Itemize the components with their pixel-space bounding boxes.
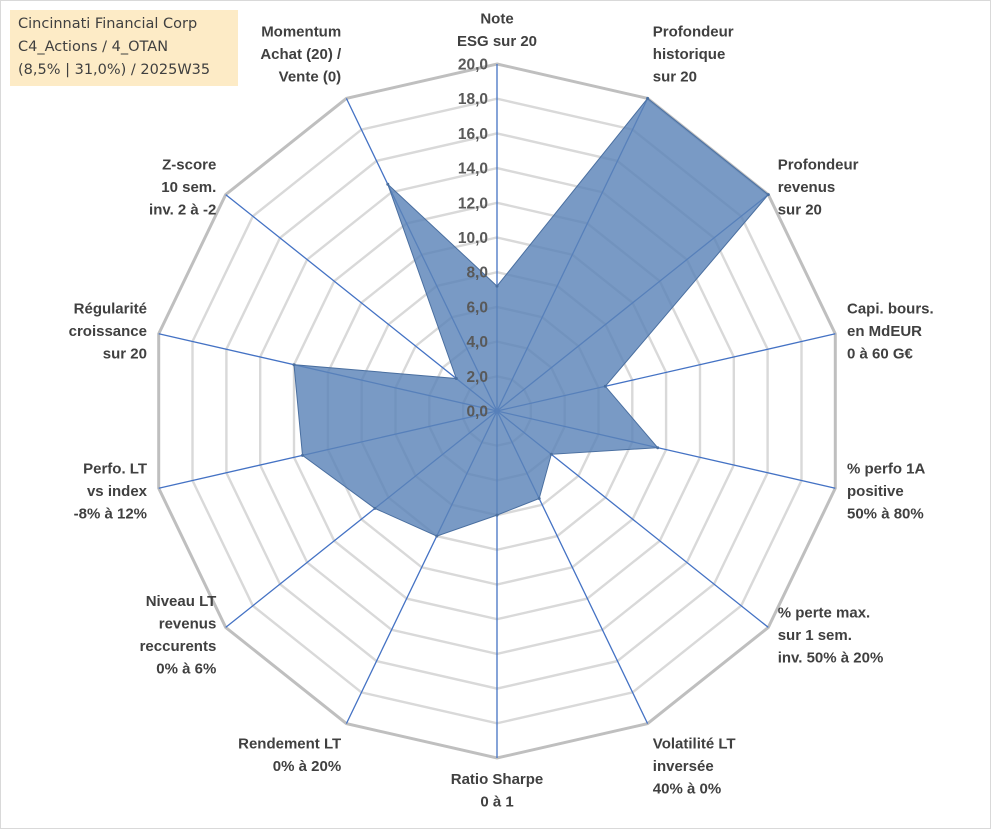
axis-label: Perfo. LT vs index -8% à 12% [74,460,148,522]
axis-label-line: Rendement LT [238,735,341,752]
series-point [435,534,439,538]
axis-label-line: Capi. bours. [847,301,934,318]
category-label: C4_Actions / 4_OTAN [18,39,169,55]
series-point [766,193,770,197]
series-point [549,452,553,456]
axis-label-line: revenus [159,616,217,633]
tick-label: 14,0 [458,161,488,178]
axis-label: Profondeur historique sur 20 [653,24,734,86]
axis-label-line: 0% à 6% [156,661,216,678]
series-point [495,284,499,288]
axis-label-line: sur 20 [653,69,697,86]
axis-label-line: Ratio Sharpe [451,771,544,788]
axis-label: Volatilité LT inversée 40% à 0% [653,735,736,797]
tick-label: 12,0 [458,195,488,212]
radar-axis-labels: Note ESG sur 20 Profondeur historique sur 20… [69,11,934,811]
tick-label: 2,0 [466,369,488,386]
axis-label-line: 40% à 0% [653,780,721,797]
axis-label-line: Profondeur [778,157,859,174]
performance-week-label: (8,5% | 31,0%) / 2025W35 [18,62,211,78]
axis-label: % perfo 1A positive 50% à 80% [847,460,926,522]
axis-label: Niveau LT revenus reccurents 0% à 6% [140,593,217,678]
series-point [373,506,377,510]
axis-label: % perte max. sur 1 sem. inv. 50% à 20% [778,604,884,666]
tick-label: 18,0 [458,91,488,108]
axis-label-line: Niveau LT [146,593,217,610]
series-point [386,182,390,186]
axis-label-line: Achat (20) / [260,46,342,63]
tick-label: 0,0 [466,404,488,421]
axis-label: Profondeur revenus sur 20 [778,157,859,219]
axis-label: Z-score 10 sem. inv. 2 à -2 [149,157,216,219]
axis-label-line: 0 à 1 [480,794,513,811]
axis-label-line: croissance [69,323,147,340]
axis-label: Rendement LT 0% à 20% [238,735,341,775]
axis-label-line: Régularité [74,301,147,318]
axis-label: Ratio Sharpe 0 à 1 [451,771,544,811]
axis-label-line: sur 1 sem. [778,627,852,644]
series-point [603,384,607,388]
axis-label-line: inversée [653,758,714,775]
axis-label-line: 0 à 60 G€ [847,346,914,363]
series-point [301,453,304,457]
axis-label-line: Volatilité LT [653,735,736,752]
axis-label-line: sur 20 [103,346,147,363]
tick-label: 16,0 [458,126,488,143]
series-point [537,497,541,500]
axis-label-line: sur 20 [778,202,822,219]
axis-label-line: inv. 50% à 20% [778,649,884,666]
tick-label: 6,0 [466,299,488,316]
series-point [656,446,660,450]
tick-label: 8,0 [466,265,488,282]
axis-label-line: Momentum [261,24,341,41]
axis-label-line: % perfo 1A [847,460,926,477]
stock-info-box: Cincinnati Financial Corp C4_Actions / 4… [10,10,238,86]
series-area [293,97,770,537]
axis-label-line: -8% à 12% [74,505,147,522]
axis-label: Note ESG sur 20 [457,11,537,51]
tick-label: 4,0 [466,334,488,351]
axis-label-line: inv. 2 à -2 [149,202,216,219]
axis-label-line: positive [847,483,904,500]
axis-label-line: 50% à 80% [847,505,924,522]
tick-label: 10,0 [458,230,488,247]
axis-label-line: ESG sur 20 [457,33,537,50]
axis-label-line: historique [653,46,726,63]
axis-label-line: revenus [778,179,836,196]
axis-label-line: % perte max. [778,604,871,621]
tick-label: 20,0 [458,57,488,74]
axis-label-line: Profondeur [653,24,734,41]
axis-label-line: 10 sem. [161,179,216,196]
axis-label-line: Perfo. LT [83,460,147,477]
axis-label: Régularité croissance sur 20 [69,301,147,363]
axis-spoke [225,194,498,412]
series-point [646,96,650,100]
company-name: Cincinnati Financial Corp [18,16,198,32]
axis-label-line: 0% à 20% [273,758,341,775]
axis-label: Capi. bours. en MdEUR 0 à 60 G€ [847,301,934,363]
series-point [292,363,296,367]
axis-label: Momentum Achat (20) / Vente (0) [260,24,342,86]
axis-label-line: reccurents [140,638,217,655]
axis-label-line: en MdEUR [847,323,922,340]
axis-label-line: Z-score [162,157,216,174]
axis-label-line: Note [480,11,513,28]
axis-label-line: vs index [87,483,148,500]
series-point [454,377,458,380]
radar-series [292,96,770,538]
series-point [495,513,499,517]
axis-label-line: Vente (0) [279,69,342,86]
radar-tick-labels: 0,0 2,0 4,0 6,0 8,0 10,0 12,0 14,0 16,0 18,0 20,0 [458,57,488,421]
